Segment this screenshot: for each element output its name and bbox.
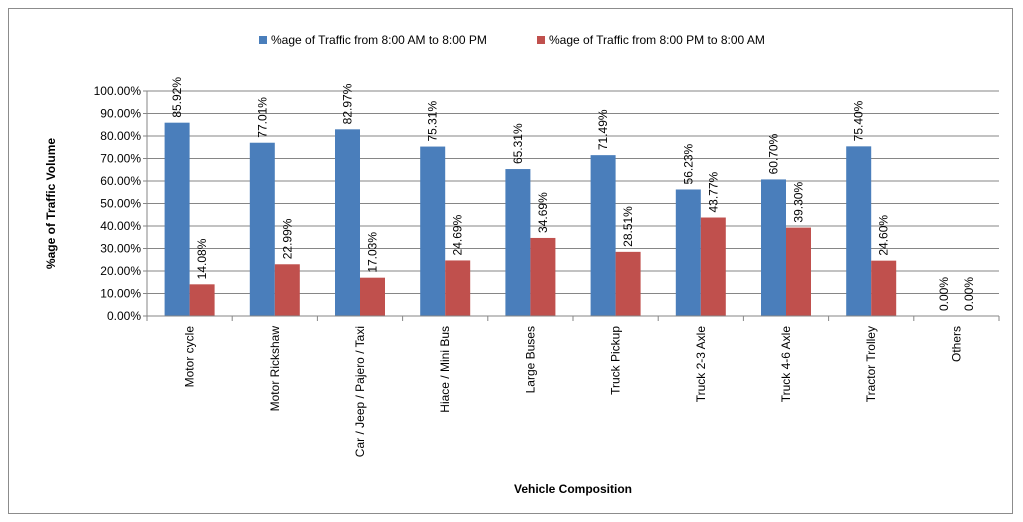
bar-night <box>615 251 641 316</box>
x-tick-label: Truck 4-6 Axle <box>779 326 793 403</box>
y-tick-label: 70.00% <box>100 152 141 166</box>
y-tick-label: 100.00% <box>94 84 142 98</box>
x-axis-ticks: Motor cycle Motor Rickshaw Car / Jeep / Pa… <box>146 316 1000 457</box>
x-tick-label: Hiace / Mini Bus <box>438 326 452 413</box>
bar-night <box>871 260 897 316</box>
data-label: 85.92% <box>170 77 184 118</box>
data-label: 34.69% <box>536 192 550 233</box>
legend-swatch-night <box>537 36 545 44</box>
bar-day <box>505 169 531 316</box>
data-label: 22.99% <box>280 218 294 259</box>
data-label: 24.69% <box>451 214 465 255</box>
legend-label-day: %age of Traffic from 8:00 AM to 8:00 PM <box>271 33 487 47</box>
bar-day <box>675 189 701 316</box>
bar-day <box>420 146 446 316</box>
data-label: 75.40% <box>852 100 866 141</box>
data-label: 82.97% <box>341 83 355 124</box>
data-label: 0.00% <box>962 277 976 311</box>
y-tick-label: 10.00% <box>100 287 141 301</box>
bar-day <box>590 155 616 316</box>
bar-day <box>761 179 786 316</box>
data-labels: 85.92% 14.08% 77.01% 22.99% 82.97% 17.03% 75.3… <box>170 77 976 311</box>
y-tick-label: 60.00% <box>100 174 141 188</box>
bar-night <box>530 237 556 316</box>
bar-day <box>335 129 360 316</box>
data-label: 28.51% <box>621 206 635 247</box>
bar-night <box>786 227 811 316</box>
bars <box>164 122 897 317</box>
data-label: 60.70% <box>767 133 781 174</box>
data-label: 71.49% <box>596 109 610 150</box>
data-label: 24.60% <box>877 215 891 256</box>
legend-swatch-day <box>259 36 267 44</box>
x-tick-label: Motor Rickshaw <box>268 326 282 412</box>
data-label: 14.08% <box>195 238 209 279</box>
y-tick-label: 0.00% <box>107 309 141 323</box>
bar-day <box>249 142 275 316</box>
x-tick-label: Car / Jeep / Pajero / Taxi <box>353 326 367 457</box>
y-tick-label: 30.00% <box>100 242 141 256</box>
y-tick-label: 20.00% <box>100 264 141 278</box>
x-tick-label: Others <box>949 326 963 362</box>
bar-chart: %age of Traffic from 8:00 AM to 8:00 PM … <box>44 33 1000 496</box>
y-axis-title: %age of Traffic Volume <box>44 138 58 269</box>
data-label: 56.23% <box>681 143 695 184</box>
y-tick-label: 90.00% <box>100 107 141 121</box>
bar-night <box>274 264 300 316</box>
bar-night <box>445 260 471 316</box>
x-tick-label: Truck 2-3 Axle <box>694 326 708 403</box>
data-label: 75.31% <box>426 101 440 142</box>
x-tick-label: Motor cycle <box>183 326 197 388</box>
data-label: 65.31% <box>511 123 525 164</box>
bar-night <box>700 217 726 316</box>
data-label: 0.00% <box>937 277 951 311</box>
x-tick-label: Large Buses <box>523 326 537 393</box>
x-tick-label: Tractor Trolley <box>864 326 878 402</box>
legend-label-night: %age of Traffic from 8:00 PM to 8:00 AM <box>549 33 765 47</box>
bar-night <box>360 277 385 316</box>
bar-night <box>189 284 215 316</box>
y-tick-label: 80.00% <box>100 129 141 143</box>
y-tick-label: 40.00% <box>100 219 141 233</box>
legend: %age of Traffic from 8:00 AM to 8:00 PM … <box>259 33 765 47</box>
x-tick-label: Truck Pickup <box>609 326 623 395</box>
x-axis-title: Vehicle Composition <box>514 482 632 496</box>
y-tick-label: 50.00% <box>100 197 141 211</box>
data-label: 17.03% <box>366 232 380 273</box>
data-label: 39.30% <box>792 182 806 223</box>
y-axis-ticks: 0.00% 10.00% 20.00% 30.00% 40.00% 50.00% 60.00… <box>94 84 147 323</box>
data-label: 43.77% <box>706 171 720 212</box>
bar-day <box>164 122 190 317</box>
chart-frame: %age of Traffic from 8:00 AM to 8:00 PM … <box>8 8 1013 514</box>
data-label: 77.01% <box>255 97 269 138</box>
bar-day <box>846 146 872 316</box>
